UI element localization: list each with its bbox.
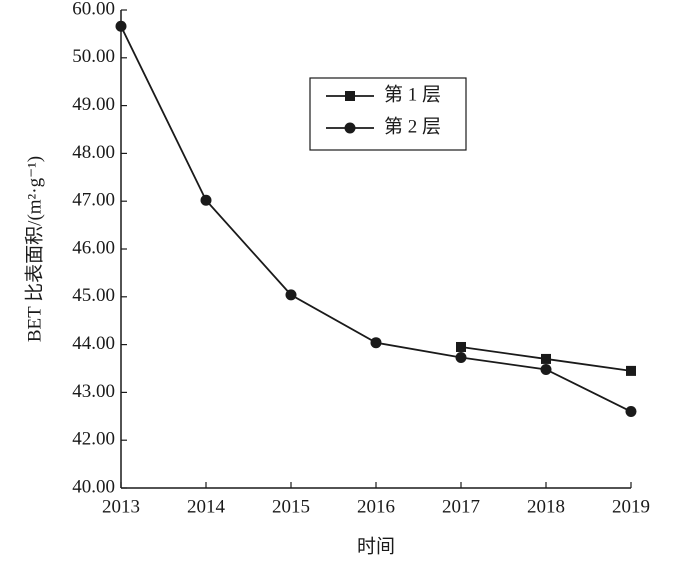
y-tick-label: 43.00 — [72, 381, 115, 402]
x-tick-label: 2015 — [272, 496, 310, 517]
x-tick-label: 2019 — [612, 496, 650, 517]
marker — [626, 365, 636, 376]
series-line — [120, 25, 632, 413]
marker — [115, 20, 127, 32]
legend-box — [309, 77, 467, 151]
marker — [370, 337, 382, 349]
legend-label: 第 2 层 — [384, 115, 441, 137]
marker — [456, 341, 466, 352]
x-tick-label: 2013 — [102, 496, 140, 517]
x-tick-label: 2014 — [187, 496, 226, 517]
y-tick-label: 40.00 — [72, 476, 115, 497]
marker — [540, 363, 552, 375]
x-tick-label: 2016 — [357, 496, 395, 517]
legend-label: 第 1 层 — [384, 83, 441, 105]
x-tick-label: 2018 — [527, 496, 565, 517]
marker — [455, 352, 467, 364]
x-tick-label: 2017 — [442, 496, 480, 517]
marker — [541, 353, 551, 364]
y-tick-label: 50.00 — [72, 46, 115, 67]
y-axis-label: BET 比表面积/(m²·g⁻¹) — [23, 156, 45, 342]
legend-marker — [344, 122, 356, 134]
y-tick-label: 48.00 — [72, 142, 115, 163]
x-axis-label: 时间 — [357, 535, 395, 557]
marker — [200, 194, 212, 206]
y-tick-label: 60.00 — [72, 0, 115, 19]
y-tick-label: 44.00 — [72, 333, 115, 354]
marker — [625, 406, 637, 418]
marker — [285, 289, 297, 301]
y-tick-label: 46.00 — [72, 237, 115, 258]
y-tick-label: 47.00 — [72, 190, 115, 211]
y-tick-label: 42.00 — [72, 429, 115, 450]
y-tick-label: 49.00 — [72, 94, 115, 115]
y-tick-label: 45.00 — [72, 285, 115, 306]
legend-marker — [345, 91, 355, 101]
